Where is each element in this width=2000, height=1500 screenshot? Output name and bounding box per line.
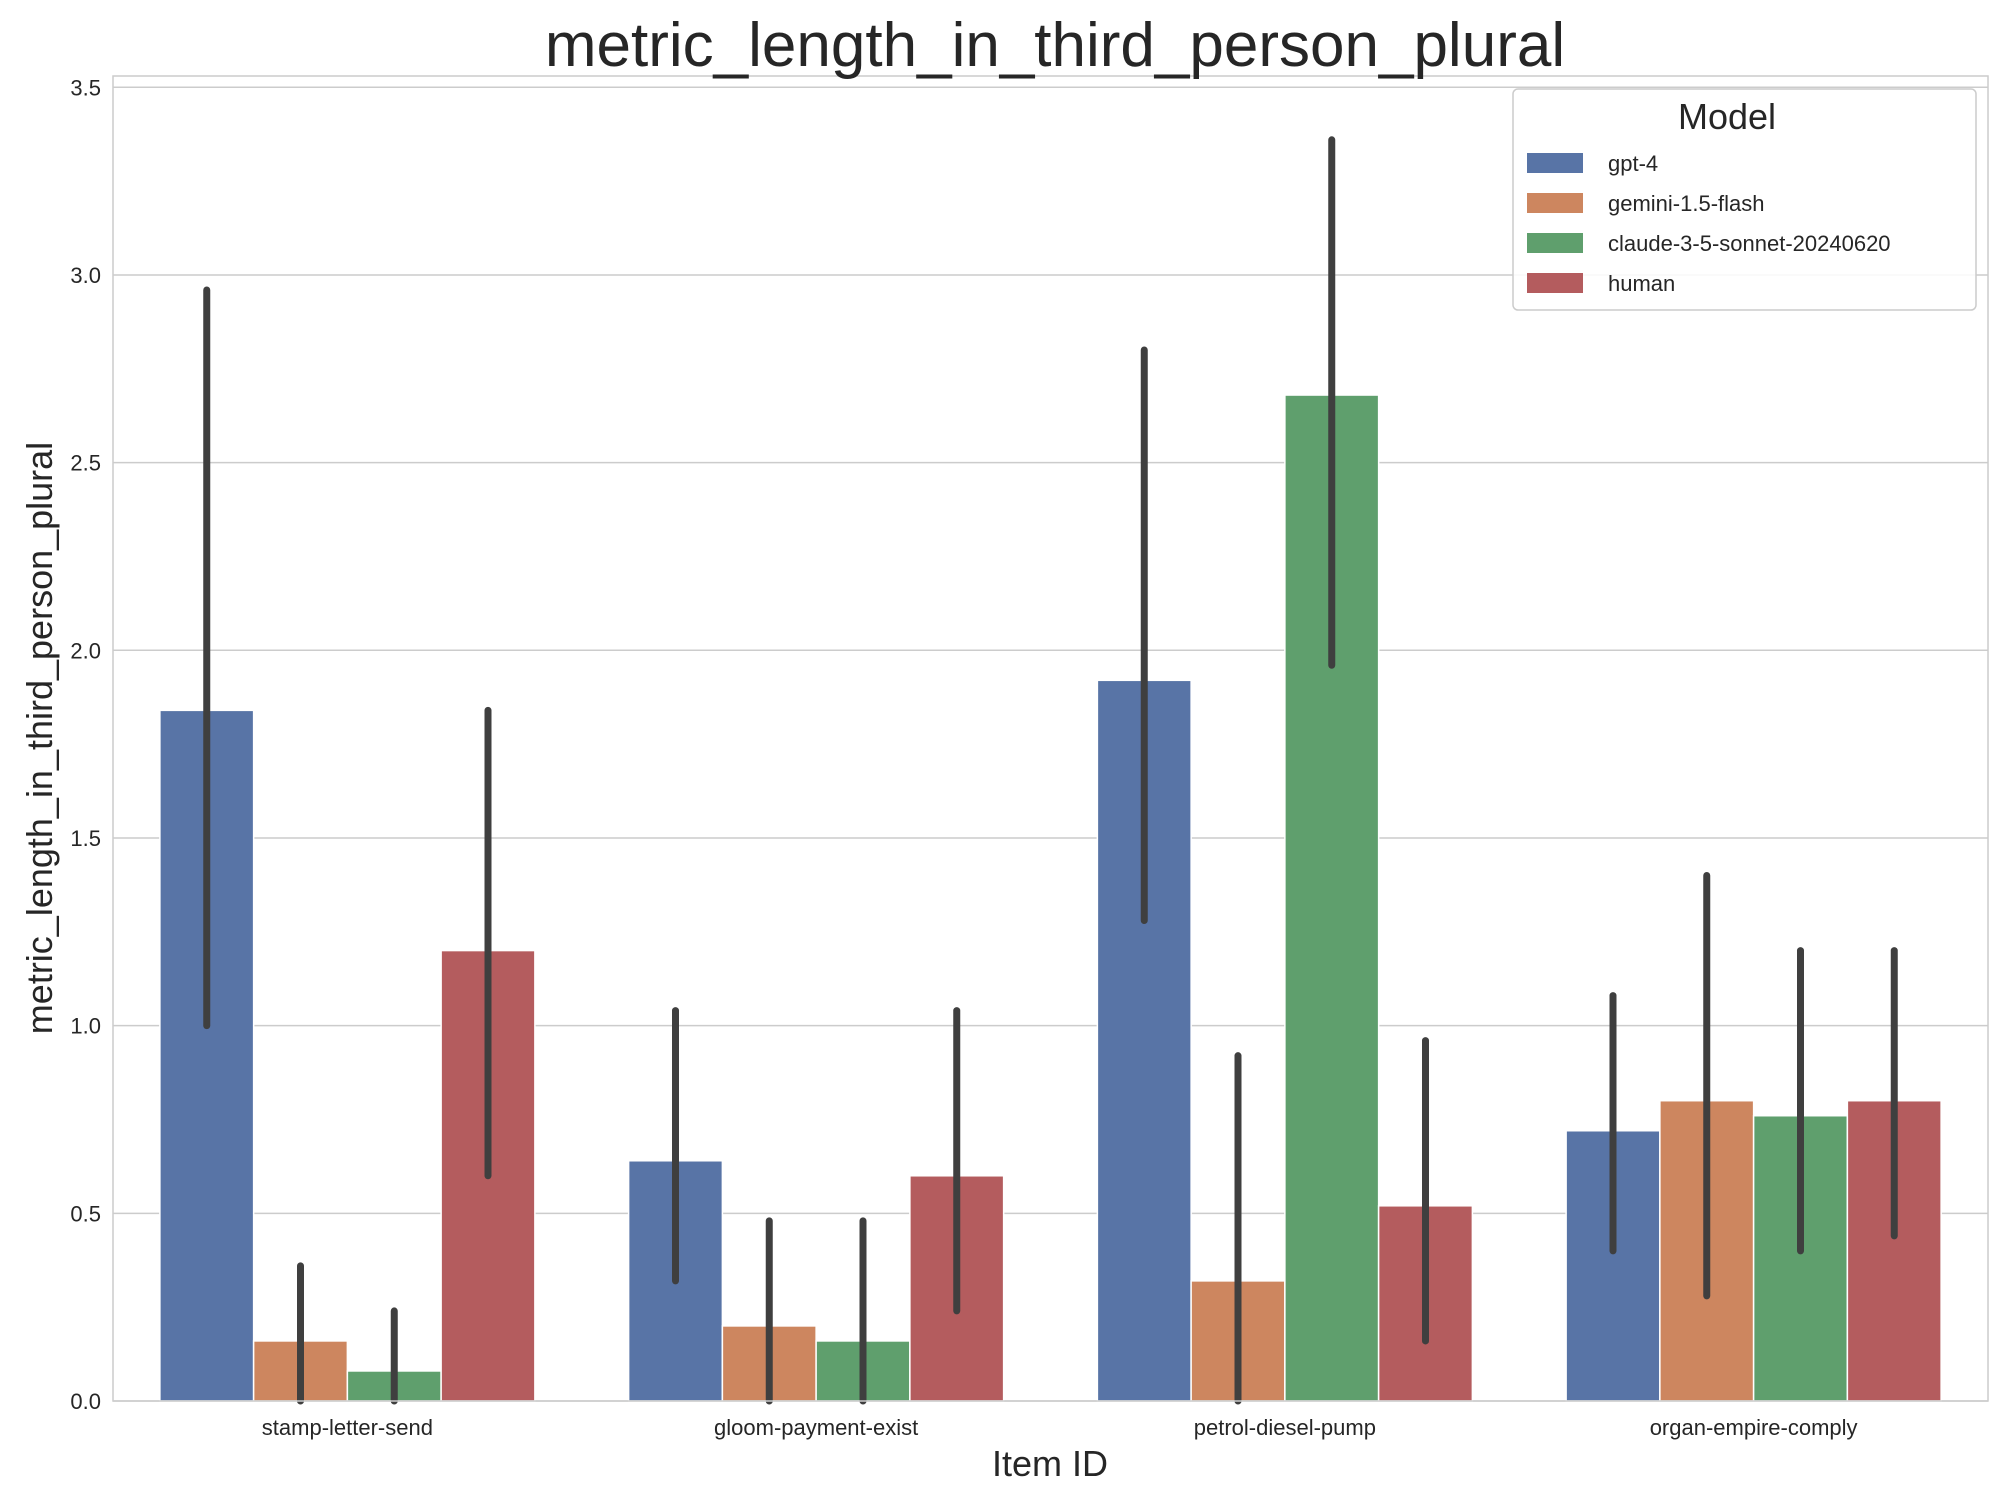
- y-tick-label: 0.5: [70, 1201, 101, 1226]
- y-tick-label: 1.0: [70, 1014, 101, 1039]
- legend-entry-label: human: [1608, 271, 1675, 296]
- legend-items: gpt-4 gemini-1.5-flash claude-3-5-sonnet-2…: [1527, 151, 1891, 296]
- plot-frame: [112, 75, 1989, 1402]
- legend-swatch: [1527, 153, 1583, 173]
- legend-swatch: [1527, 233, 1583, 253]
- legend: Model gpt-4 gemini-1.5-flash claude-3-5-so…: [1512, 88, 1977, 311]
- y-tick-label: 0.0: [70, 1389, 101, 1414]
- legend-swatch: [1527, 273, 1583, 293]
- x-tick-label: stamp-letter-send: [262, 1415, 433, 1440]
- legend-title: Model: [1678, 96, 1776, 137]
- legend-entry-label: claude-3-5-sonnet-20240620: [1608, 231, 1891, 256]
- x-tick-label: petrol-diesel-pump: [1194, 1415, 1376, 1440]
- y-axis-ticks: 0.0 0.5 1.0 1.5 2.0 2.5 3.0 3.5: [70, 75, 101, 1414]
- y-tick-label: 1.5: [70, 826, 101, 851]
- x-tick-label: organ-empire-comply: [1650, 1415, 1858, 1440]
- y-tick-label: 3.5: [70, 75, 101, 100]
- chart-title: metric_length_in_third_person_plural: [545, 11, 1565, 80]
- legend-frame: [1512, 88, 1977, 311]
- legend-entry-label: gemini-1.5-flash: [1608, 191, 1765, 216]
- x-axis-label: Item ID: [992, 1443, 1108, 1484]
- y-tick-label: 2.0: [70, 638, 101, 663]
- legend-swatch: [1527, 193, 1583, 213]
- y-axis-label: metric_length_in_third_person_plural: [19, 442, 60, 1034]
- y-tick-label: 3.0: [70, 263, 101, 288]
- y-tick-label: 2.5: [70, 451, 101, 476]
- error-bars: [203, 136, 1898, 1405]
- legend-entry-label: gpt-4: [1608, 151, 1658, 176]
- x-tick-label: gloom-payment-exist: [714, 1415, 918, 1440]
- x-axis-ticks: stamp-letter-send gloom-payment-exist petr…: [262, 1415, 1858, 1440]
